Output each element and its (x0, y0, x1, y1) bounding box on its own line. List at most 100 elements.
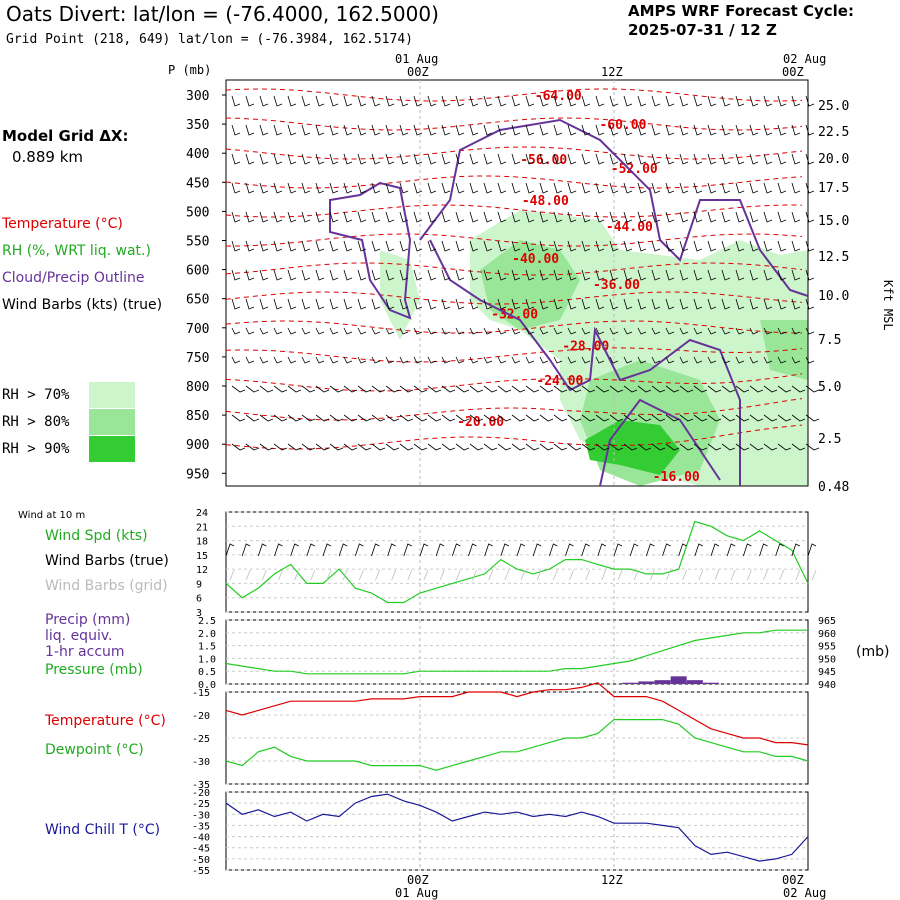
wind-barb-grid (472, 569, 477, 581)
wind-barb (693, 124, 703, 136)
wind-barb (511, 124, 521, 136)
wind-barb (721, 298, 731, 310)
wind-barb (637, 443, 652, 451)
precip-ytick: 2.5 (198, 616, 216, 627)
wind-barb (399, 385, 414, 393)
wind-barb (539, 211, 549, 223)
wind-barb (455, 356, 465, 364)
wind-barb (679, 443, 694, 451)
wind-barb (413, 327, 423, 335)
wind-barb (413, 298, 423, 310)
wind-barb (259, 356, 269, 364)
wind-barb (259, 385, 274, 393)
wind-ytick: 18 (196, 537, 208, 548)
wind-barb (329, 385, 344, 393)
precip-bar (638, 681, 655, 684)
wind-barb (245, 240, 255, 252)
wind-barb-true (613, 543, 623, 557)
legend-wind-barbs: Wind Barbs (kts) (true) (2, 297, 163, 313)
temperature-contour-label: -64.00 (535, 89, 582, 104)
wind-barb (637, 414, 652, 422)
wind-barb (511, 327, 521, 335)
wind-barb (679, 124, 689, 136)
p-tick-label: 650 (186, 293, 209, 308)
wind-barb-true (581, 543, 590, 557)
wind-barb-true (435, 543, 445, 557)
precip-ytick: 0.0 (198, 680, 216, 691)
wind-barb (329, 298, 339, 310)
windchill-line (225, 793, 809, 862)
wind-barb (483, 95, 493, 107)
wind-barb (581, 124, 591, 136)
wind-barb (805, 269, 815, 281)
wind-barb (595, 211, 605, 223)
wind-barb (343, 240, 353, 252)
temperature-contour-label: -52.00 (611, 162, 658, 177)
wind-barb (483, 327, 493, 335)
wind-barb (357, 443, 372, 451)
wind-barb (343, 211, 353, 223)
wind-barb (441, 356, 451, 364)
wind-barb (553, 385, 568, 393)
wind-barb (553, 356, 563, 364)
wind-barb (483, 356, 493, 364)
wind-barb (805, 182, 815, 194)
legend-barbs-true: Wind Barbs (true) (45, 553, 169, 569)
wind-barb (371, 298, 381, 310)
wind-ytick: 6 (196, 594, 202, 605)
wind-barb (427, 443, 442, 451)
wind-barb-true (468, 543, 477, 557)
cycle-line-2: 2025-07-31 / 12 Z (628, 21, 777, 39)
wind-barb (455, 298, 465, 310)
wind-barb (273, 182, 283, 194)
temperature-contour (225, 117, 803, 131)
wind-barb-grid (520, 569, 526, 581)
legend-1hr-accum: 1-hr accum (45, 644, 125, 660)
wind-barb (595, 240, 605, 252)
wind-barb (469, 298, 479, 310)
wind-barb (539, 95, 549, 107)
wind-barb (329, 153, 339, 165)
wind-barb (385, 269, 395, 281)
wind-barb (231, 356, 241, 364)
wind-barb-grid (746, 569, 752, 581)
pressure-ytick: 960 (818, 629, 836, 640)
wind-barb (749, 153, 759, 165)
p-tick-label: 550 (186, 235, 209, 250)
wind-barb-grid (375, 569, 380, 581)
wind-barb (287, 153, 297, 165)
wind-barb (441, 327, 451, 335)
wind-barb (567, 211, 577, 223)
wind-barb (763, 356, 773, 364)
temperature-contour-label: -32.00 (491, 307, 538, 322)
wind-barb (651, 124, 661, 136)
wind-barb (357, 298, 367, 310)
wind-barb (567, 182, 577, 194)
wind-barb (357, 153, 367, 165)
wind-barb (245, 211, 255, 223)
wind-barb (315, 211, 325, 223)
kft-axis-title: Kft MSL (881, 280, 895, 331)
wind-barb-true (759, 543, 768, 557)
wind-barb (483, 182, 493, 194)
wind-barb (539, 298, 549, 310)
wind-barb (357, 327, 367, 335)
wind-barb-grid (617, 569, 623, 581)
wind-barb (497, 443, 512, 451)
wind-barb-grid (811, 569, 817, 581)
wind-barb-true (290, 543, 299, 557)
wind-barb (455, 182, 465, 194)
wind-barb (273, 298, 283, 310)
wind-barb (735, 327, 745, 335)
wind-barb (623, 385, 638, 393)
wind-barb (651, 298, 661, 310)
wind-barb (511, 153, 521, 165)
wind-barb (441, 124, 451, 136)
wind-barb (581, 385, 596, 393)
wind-barb (637, 385, 652, 393)
wind-barb (385, 298, 395, 310)
wind-barb (231, 95, 241, 107)
wind-barb (427, 298, 437, 310)
wind-barb (791, 153, 801, 165)
wind-barb (441, 385, 456, 393)
